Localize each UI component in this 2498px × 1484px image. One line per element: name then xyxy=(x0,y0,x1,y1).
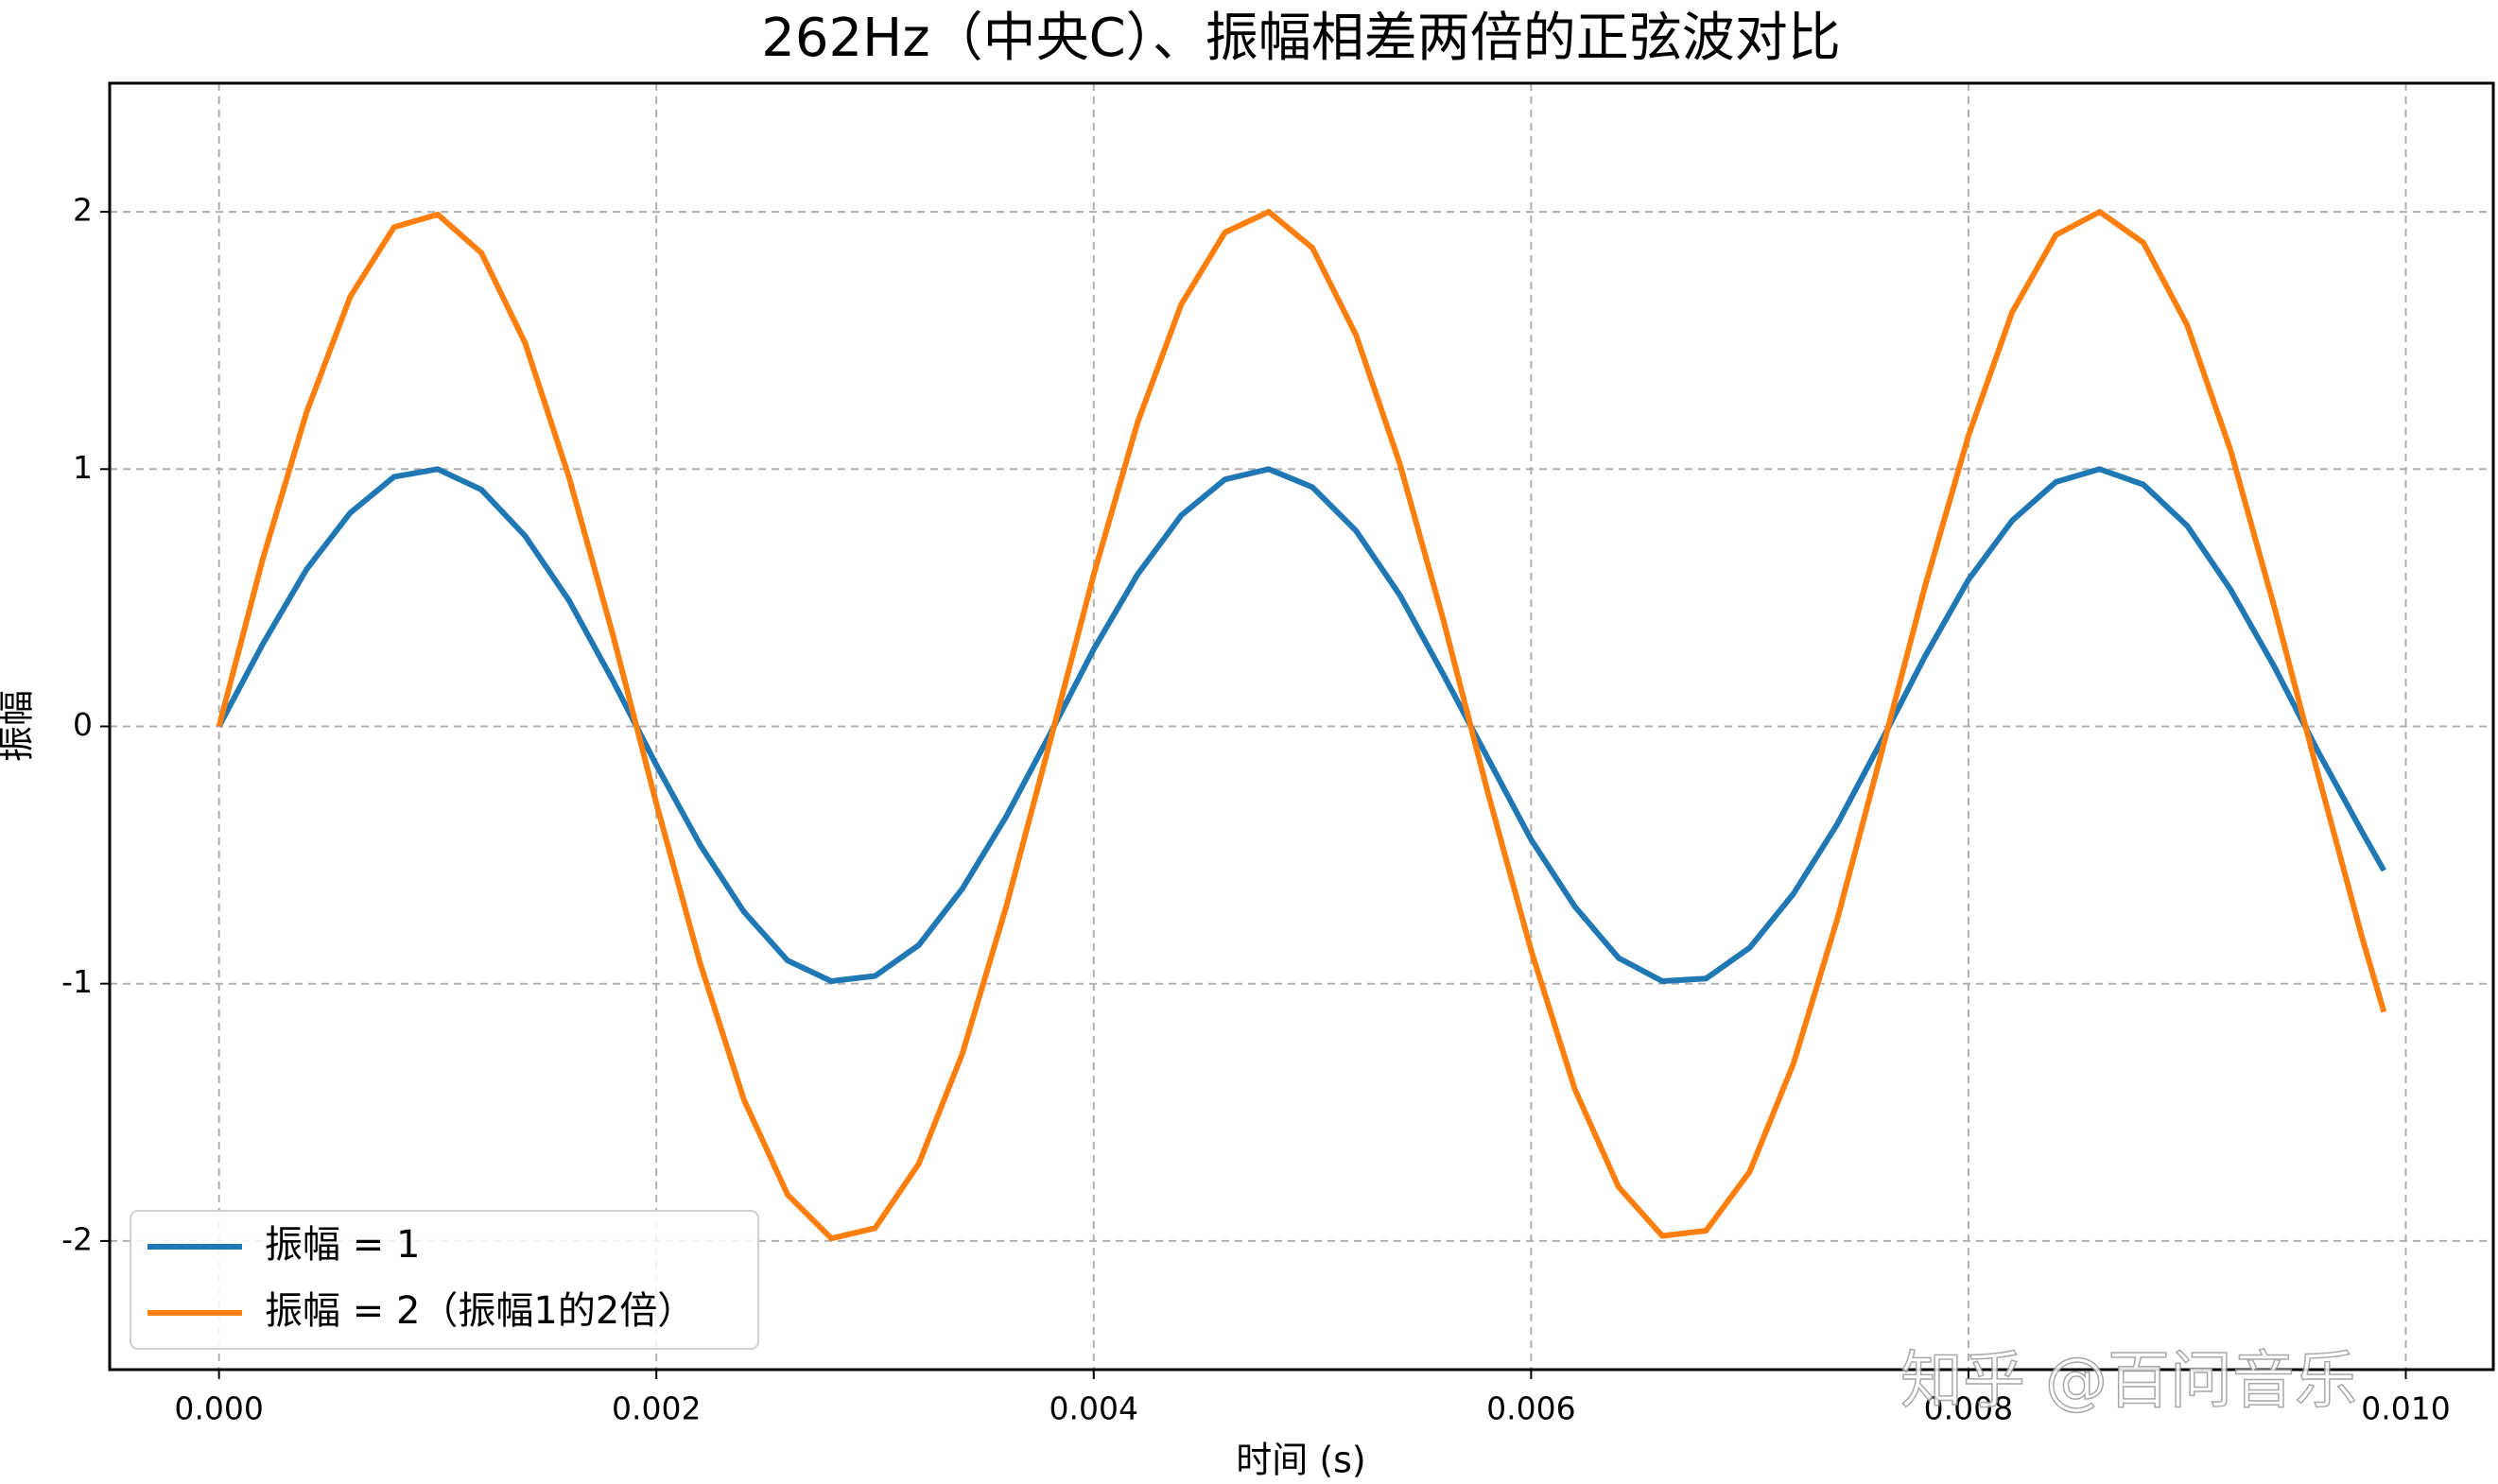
plot-frame xyxy=(108,81,2495,1372)
legend: 振幅 = 1 振幅 = 2（振幅1的2倍） xyxy=(130,1210,759,1350)
x-axis-label: 时间 (s) xyxy=(1236,1440,1366,1481)
legend-box xyxy=(130,1210,759,1350)
chart-title: 262Hz（中央C）、振幅相差两倍的正弦波对比 xyxy=(761,8,1841,69)
y-tick-label: -2 xyxy=(61,1220,93,1257)
legend-label: 振幅 = 2（振幅1的2倍） xyxy=(265,1289,695,1333)
x-tick-label: 0.006 xyxy=(1486,1390,1575,1427)
y-tick-label: 2 xyxy=(73,192,93,229)
x-tick-label: 0.008 xyxy=(1924,1390,2013,1427)
legend-label: 振幅 = 1 xyxy=(265,1223,420,1267)
series-line xyxy=(216,466,2386,984)
x-tick-label: 0.000 xyxy=(174,1390,263,1427)
y-axis-label: 振幅 xyxy=(0,690,38,762)
series-line xyxy=(216,209,2387,1242)
watermark: 知乎 @百问音乐 xyxy=(1900,1344,2357,1417)
x-tick-label: 0.004 xyxy=(1050,1390,1138,1427)
y-tick-label: 1 xyxy=(73,449,93,486)
y-tick-label: 0 xyxy=(73,706,93,743)
y-tick-label: -1 xyxy=(61,963,93,1000)
x-tick-label: 0.010 xyxy=(2361,1390,2450,1427)
x-tick-label: 0.002 xyxy=(612,1390,701,1427)
